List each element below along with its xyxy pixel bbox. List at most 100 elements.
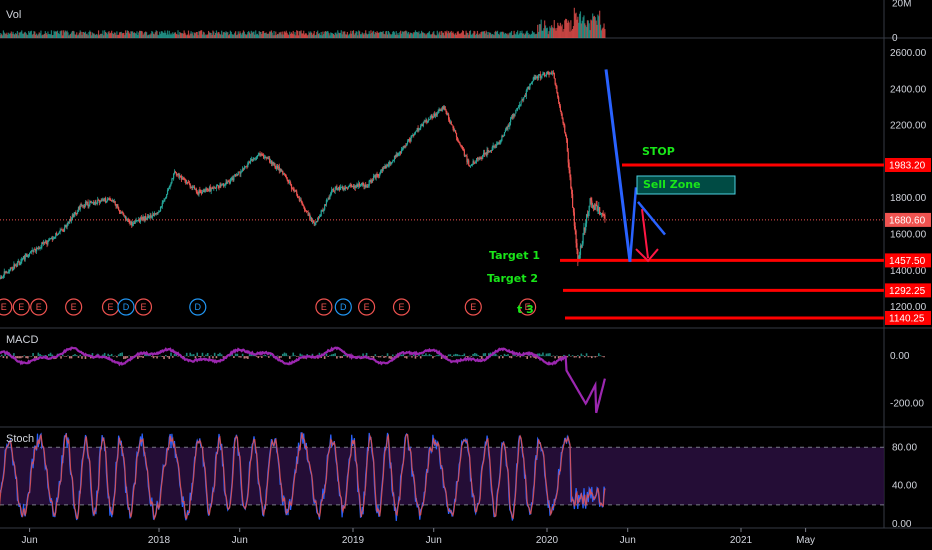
- macd-hist-bar: [510, 356, 513, 359]
- candle: [468, 160, 470, 166]
- candle: [363, 185, 365, 188]
- volume-bar: [106, 34, 108, 38]
- volume-bar: [375, 33, 377, 38]
- volume-bar: [121, 33, 123, 38]
- macd-hist-bar: [421, 354, 424, 357]
- candle: [255, 158, 257, 160]
- stop-label: STOP: [642, 145, 675, 158]
- candle: [16, 262, 18, 267]
- volume-bar: [35, 33, 38, 38]
- candle: [449, 121, 451, 123]
- candle: [253, 158, 255, 160]
- candle: [200, 192, 203, 194]
- macd-hist-bar: [114, 355, 116, 357]
- event-marker[interactable]: [134, 298, 153, 316]
- volume-bar: [172, 32, 174, 38]
- candle: [34, 248, 36, 250]
- volume-bar: [274, 35, 276, 38]
- volume-bar: [9, 33, 11, 38]
- volume-bar: [69, 34, 71, 38]
- candle: [581, 243, 583, 248]
- volume-bar: [592, 13, 594, 38]
- event-marker[interactable]: [392, 298, 411, 316]
- macd-hist-bar: [405, 356, 408, 359]
- price-tag-label: 1983.20: [889, 160, 926, 171]
- volume-bar: [241, 34, 243, 38]
- candle: [49, 239, 51, 240]
- volume-bar: [534, 34, 536, 38]
- event-marker[interactable]: [518, 298, 537, 316]
- volume-bar: [466, 32, 468, 38]
- candle: [147, 216, 149, 218]
- candle: [342, 186, 344, 190]
- candle: [194, 188, 197, 190]
- volume-bar: [109, 33, 111, 38]
- macd-hist-bar: [280, 356, 282, 358]
- macd-hist-bar: [217, 353, 219, 357]
- event-marker[interactable]: [65, 298, 83, 316]
- volume-bar: [284, 32, 286, 38]
- volume-bar: [468, 34, 470, 38]
- volume-bar: [327, 31, 329, 38]
- candle: [243, 167, 245, 170]
- macd-hist-bar: [519, 356, 522, 358]
- macd-hist-bar: [234, 353, 237, 357]
- macd-hist-bar: [166, 356, 169, 358]
- candle: [145, 219, 148, 220]
- volume-bar: [2, 30, 5, 38]
- event-marker[interactable]: [117, 298, 135, 316]
- event-marker[interactable]: [357, 298, 376, 316]
- event-marker[interactable]: [30, 298, 48, 316]
- candle: [578, 254, 581, 260]
- volume-bar: [497, 33, 500, 38]
- event-marker[interactable]: [464, 298, 482, 316]
- event-marker[interactable]: [315, 298, 333, 316]
- candle: [156, 213, 158, 214]
- volume-bar: [4, 33, 6, 38]
- event-marker[interactable]: [334, 298, 352, 316]
- macd-hist-bar: [116, 356, 118, 358]
- volume-bar: [601, 28, 603, 38]
- candle: [599, 214, 602, 215]
- volume-bar: [392, 31, 394, 38]
- macd-hist-bar: [177, 356, 179, 357]
- event-marker[interactable]: [189, 298, 207, 316]
- candle: [175, 172, 177, 175]
- candle: [600, 213, 603, 215]
- volume-bar: [111, 30, 113, 38]
- volume-bar: [590, 19, 592, 38]
- sell-zone-box[interactable]: [636, 175, 736, 195]
- candle: [230, 178, 232, 181]
- candle: [502, 136, 504, 137]
- event-marker[interactable]: [12, 298, 30, 316]
- candle: [190, 186, 192, 188]
- volume-bar: [381, 32, 383, 38]
- macd-hist-bar: [142, 356, 144, 359]
- macd-hist-bar: [164, 354, 167, 357]
- candle: [428, 119, 431, 121]
- volume-bar: [20, 31, 22, 38]
- drawing-tools[interactable]: [604, 69, 666, 263]
- candle: [140, 217, 142, 219]
- candle: [110, 199, 112, 201]
- volume-bar: [409, 32, 411, 38]
- event-marker[interactable]: [0, 298, 13, 316]
- candle: [297, 197, 300, 199]
- candle: [32, 250, 34, 253]
- volume-bar: [470, 34, 472, 38]
- volume-bar: [18, 32, 20, 38]
- target-1-label: Target 1: [489, 249, 540, 262]
- volume-bar: [216, 33, 218, 38]
- volume-bar: [56, 31, 58, 38]
- event-markers[interactable]: EDEEEEEDEDEDEEEE: [0, 298, 537, 316]
- macd-hist-bar: [287, 355, 289, 357]
- volume-bar: [237, 31, 239, 38]
- candle: [330, 192, 332, 197]
- candle: [358, 183, 361, 186]
- candle: [123, 214, 125, 216]
- macd-hist-bar: [460, 355, 462, 357]
- volume-bar: [572, 26, 575, 38]
- macd-hist-bar: [299, 353, 302, 357]
- candle: [187, 182, 190, 184]
